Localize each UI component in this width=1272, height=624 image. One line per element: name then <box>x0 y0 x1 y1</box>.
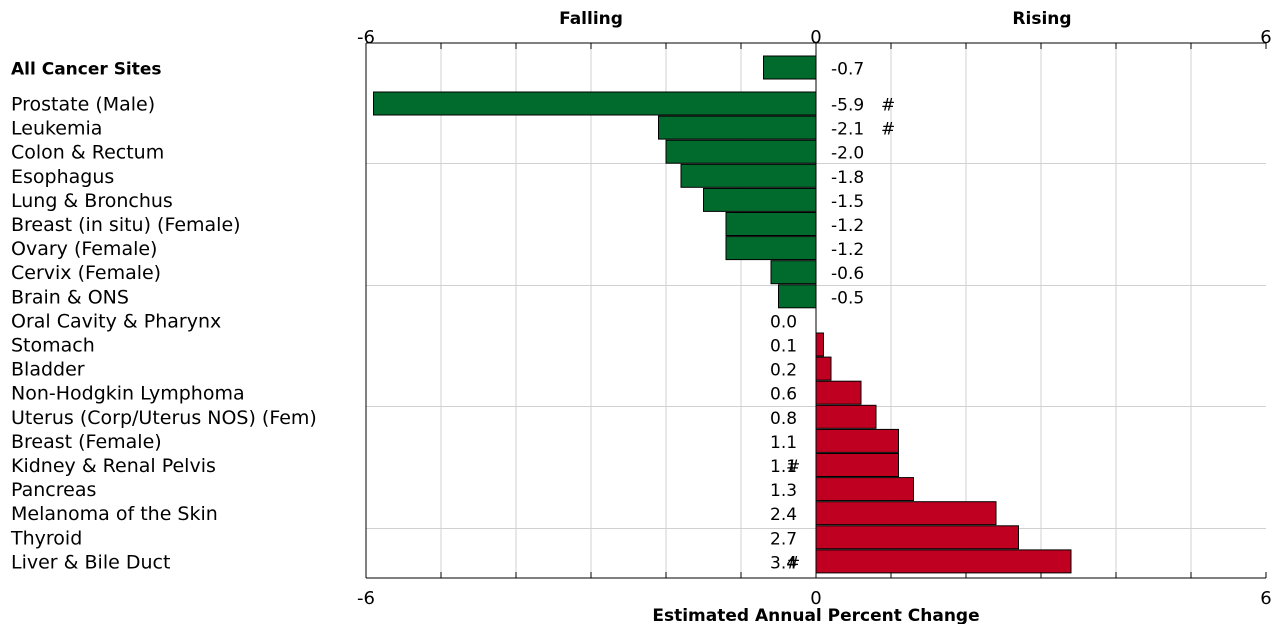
category-label: Non-Hodgkin Lymphoma <box>11 383 245 405</box>
category-label: Ovary (Female) <box>11 238 157 260</box>
bar <box>770 260 817 285</box>
value-label: -2.0 <box>831 144 864 164</box>
category-label: Melanoma of the Skin <box>11 503 218 525</box>
category-label: Pancreas <box>11 479 96 501</box>
bar <box>815 525 1019 550</box>
value-label: 0.1 <box>770 337 797 357</box>
bar <box>815 428 899 453</box>
bar <box>725 212 817 236</box>
header-rising: Rising <box>1012 9 1071 29</box>
category-label: Colon & Rectum <box>11 142 164 164</box>
value-label: 2.7 <box>770 529 797 549</box>
value-label: 3.4 <box>770 553 797 573</box>
bar <box>815 380 862 405</box>
summary-bar <box>763 55 817 80</box>
bar <box>665 139 817 164</box>
bottom-tick-right: 6 <box>1260 588 1271 609</box>
category-label: Cervix (Female) <box>11 262 161 284</box>
category-label: Breast (Female) <box>11 431 162 453</box>
value-label: -1.5 <box>831 192 864 212</box>
category-label: Prostate (Male) <box>11 94 155 116</box>
category-label: Liver & Bile Duct <box>11 551 170 573</box>
significance-flag: # <box>881 120 895 140</box>
category-label: Esophagus <box>11 166 114 188</box>
category-label: Breast (in situ) (Female) <box>11 214 241 236</box>
category-label: Uterus (Corp/Uterus NOS) (Fem) <box>11 407 317 429</box>
significance-flag: # <box>786 457 800 477</box>
bar <box>680 163 817 188</box>
bar <box>815 356 832 381</box>
bar <box>815 477 914 502</box>
bar <box>658 115 817 140</box>
category-label: Brain & ONS <box>11 286 129 308</box>
top-tick-left: -6 <box>357 27 375 48</box>
bar <box>815 453 899 477</box>
bars <box>373 55 1072 574</box>
bar <box>703 187 817 212</box>
category-label: Lung & Bronchus <box>11 190 173 212</box>
bottom-tick-zero: 0 <box>810 588 821 609</box>
value-label: -1.2 <box>831 240 864 260</box>
category-label: Kidney & Renal Pelvis <box>11 455 216 477</box>
value-label: 0.0 <box>770 312 797 332</box>
category-label: Leukemia <box>11 118 102 140</box>
significance-flag: # <box>786 553 800 573</box>
value-label: 2.4 <box>770 505 797 525</box>
bar <box>778 284 817 309</box>
value-label: -0.5 <box>831 288 864 308</box>
category-label: Oral Cavity & Pharynx <box>11 310 221 332</box>
value-label: -1.8 <box>831 168 864 188</box>
value-label: 0.2 <box>770 361 797 381</box>
bar <box>815 501 997 526</box>
value-label: 1.3 <box>770 481 797 501</box>
category-label: Thyroid <box>10 527 82 549</box>
category-label: Bladder <box>11 359 85 381</box>
value-label: 1.1 <box>770 433 797 453</box>
bar <box>725 236 817 261</box>
value-label: 0.8 <box>770 409 797 429</box>
significance-flag: # <box>881 96 895 116</box>
axes <box>365 42 1267 579</box>
x-axis-title: Estimated Annual Percent Change <box>652 606 979 624</box>
value-label: -1.2 <box>831 216 864 236</box>
top-tick-right: 6 <box>1260 27 1271 48</box>
bar <box>815 404 877 429</box>
bar <box>373 91 817 116</box>
value-label: -5.9 <box>831 96 864 116</box>
category-label: Stomach <box>11 335 95 357</box>
value-label: -2.1 <box>831 120 864 140</box>
bar <box>815 332 824 357</box>
labels: Falling Rising Estimated Annual Percent … <box>10 9 1272 624</box>
summary-category-label: All Cancer Sites <box>11 60 162 80</box>
value-label: -0.7 <box>831 60 864 80</box>
value-label: -0.6 <box>831 264 864 284</box>
value-label: 0.6 <box>770 385 797 405</box>
header-falling: Falling <box>559 9 623 29</box>
bottom-tick-left: -6 <box>357 588 375 609</box>
value-label: 1.1 <box>770 457 797 477</box>
top-tick-zero: 0 <box>810 27 821 48</box>
bar <box>815 549 1072 574</box>
